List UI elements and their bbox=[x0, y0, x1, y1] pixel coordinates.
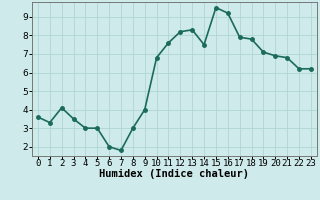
X-axis label: Humidex (Indice chaleur): Humidex (Indice chaleur) bbox=[100, 169, 249, 179]
